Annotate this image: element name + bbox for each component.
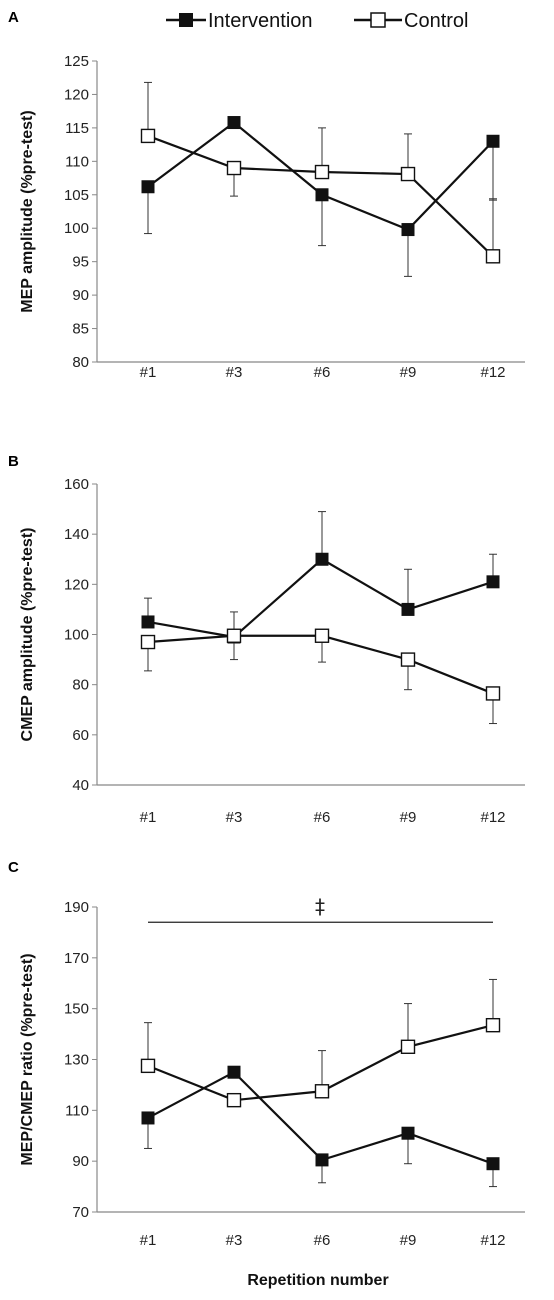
y-tick-label: 70 bbox=[72, 1204, 89, 1221]
y-tick-label: 110 bbox=[65, 153, 89, 170]
intervention-data-point bbox=[141, 615, 155, 629]
y-tick-label: 110 bbox=[65, 1102, 89, 1119]
y-tick-label: 95 bbox=[72, 254, 89, 271]
legend-control-marker bbox=[370, 12, 386, 28]
control-data-point bbox=[226, 160, 242, 176]
control-data-point bbox=[485, 686, 501, 701]
control-series-line bbox=[147, 634, 494, 695]
y-tick-label: 80 bbox=[72, 677, 89, 694]
legend-intervention-marker bbox=[179, 13, 193, 27]
control-data-point bbox=[485, 1017, 501, 1033]
intervention-data-point bbox=[315, 188, 329, 202]
intervention-data-point bbox=[401, 1126, 415, 1140]
x-tick-label: #6 bbox=[314, 364, 331, 381]
intervention-data-point bbox=[141, 1111, 155, 1125]
y-tick-label: 125 bbox=[64, 53, 89, 70]
y-tick-label: 100 bbox=[64, 627, 89, 644]
y-tick-label: 120 bbox=[64, 576, 89, 593]
legend-control-label: Control bbox=[404, 10, 468, 32]
control-data-point bbox=[140, 1058, 156, 1074]
intervention-data-point bbox=[486, 134, 500, 148]
control-data-point bbox=[314, 164, 330, 180]
y-tick-label: 80 bbox=[72, 354, 89, 371]
y-tick-label: 170 bbox=[64, 950, 89, 967]
significance-symbol: ‡ bbox=[315, 894, 325, 918]
y-tick-label: 115 bbox=[65, 120, 89, 137]
x-tick-label: #6 bbox=[314, 809, 331, 826]
y-tick-label: 105 bbox=[64, 187, 89, 204]
panel-label: C bbox=[8, 859, 19, 876]
control-data-point bbox=[314, 1084, 330, 1099]
control-data-point bbox=[400, 652, 416, 667]
x-tick-label: #12 bbox=[480, 809, 505, 826]
control-data-point bbox=[314, 628, 330, 643]
intervention-data-point bbox=[315, 552, 329, 566]
x-tick-label: #12 bbox=[480, 1232, 505, 1249]
intervention-data-point bbox=[401, 602, 415, 616]
intervention-data-point bbox=[315, 1153, 329, 1167]
x-tick-label: #3 bbox=[226, 364, 243, 381]
y-tick-label: 85 bbox=[72, 321, 89, 338]
x-tick-label: #6 bbox=[314, 1232, 331, 1249]
y-axis-title: CMEP amplitude (%pre-test) bbox=[19, 528, 36, 742]
control-data-point bbox=[400, 1039, 416, 1054]
intervention-data-point bbox=[401, 223, 415, 237]
x-tick-label: #3 bbox=[226, 1232, 243, 1249]
y-tick-label: 190 bbox=[64, 899, 89, 916]
y-tick-label: 160 bbox=[64, 476, 89, 493]
panel-label: B bbox=[8, 453, 19, 470]
x-tick-label: #9 bbox=[400, 1232, 417, 1249]
intervention-data-point bbox=[486, 1157, 500, 1171]
intervention-data-point bbox=[227, 1065, 241, 1079]
x-tick-label: #1 bbox=[140, 809, 157, 826]
y-tick-label: 40 bbox=[72, 777, 89, 794]
y-tick-label: 150 bbox=[64, 1001, 89, 1018]
y-tick-label: 130 bbox=[64, 1052, 89, 1069]
x-tick-label: #12 bbox=[480, 364, 505, 381]
x-tick-label: #1 bbox=[140, 1232, 157, 1249]
y-axis-title: MEP/CMEP ratio (%pre-test) bbox=[19, 953, 36, 1165]
y-tick-label: 100 bbox=[64, 220, 89, 237]
x-tick-label: #9 bbox=[400, 809, 417, 826]
control-data-point bbox=[400, 166, 416, 182]
panel-a-chart: A 80 85 90 95 100 105 110 115 120 125 #1 #3 #6 #9 #12 ME… bbox=[8, 9, 525, 381]
intervention-data-point bbox=[486, 575, 500, 589]
x-tick-label: #3 bbox=[226, 809, 243, 826]
control-data-point bbox=[226, 628, 242, 643]
control-data-point bbox=[140, 128, 156, 144]
control-data-point bbox=[226, 1092, 242, 1108]
x-axis-title: Repetition number bbox=[247, 1272, 388, 1289]
legend: Intervention Control bbox=[166, 10, 468, 32]
y-tick-label: 120 bbox=[64, 86, 89, 103]
legend-intervention-label: Intervention bbox=[208, 10, 313, 32]
y-tick-label: 90 bbox=[72, 287, 89, 304]
x-tick-label: #9 bbox=[400, 364, 417, 381]
y-tick-label: 90 bbox=[72, 1153, 89, 1170]
x-tick-label: #1 bbox=[140, 364, 157, 381]
y-tick-label: 60 bbox=[72, 727, 89, 744]
panel-b-chart: B 40 60 80 100 120 140 160 #1 #3 #6 #9 #12 CMEP ampli… bbox=[8, 453, 525, 826]
intervention-series-line bbox=[147, 557, 494, 639]
intervention-data-point bbox=[227, 116, 241, 130]
y-tick-label: 140 bbox=[64, 526, 89, 543]
panel-c-chart: C 70 90 110 130 150 170 190 #1 #3 #6 #9 #12 MEP/CMEP … bbox=[8, 859, 525, 1289]
intervention-data-point bbox=[141, 180, 155, 194]
y-axis-title: MEP amplitude (%pre-test) bbox=[19, 110, 36, 312]
panel-label: A bbox=[8, 9, 19, 26]
control-data-point bbox=[485, 249, 501, 264]
control-data-point bbox=[140, 634, 156, 650]
